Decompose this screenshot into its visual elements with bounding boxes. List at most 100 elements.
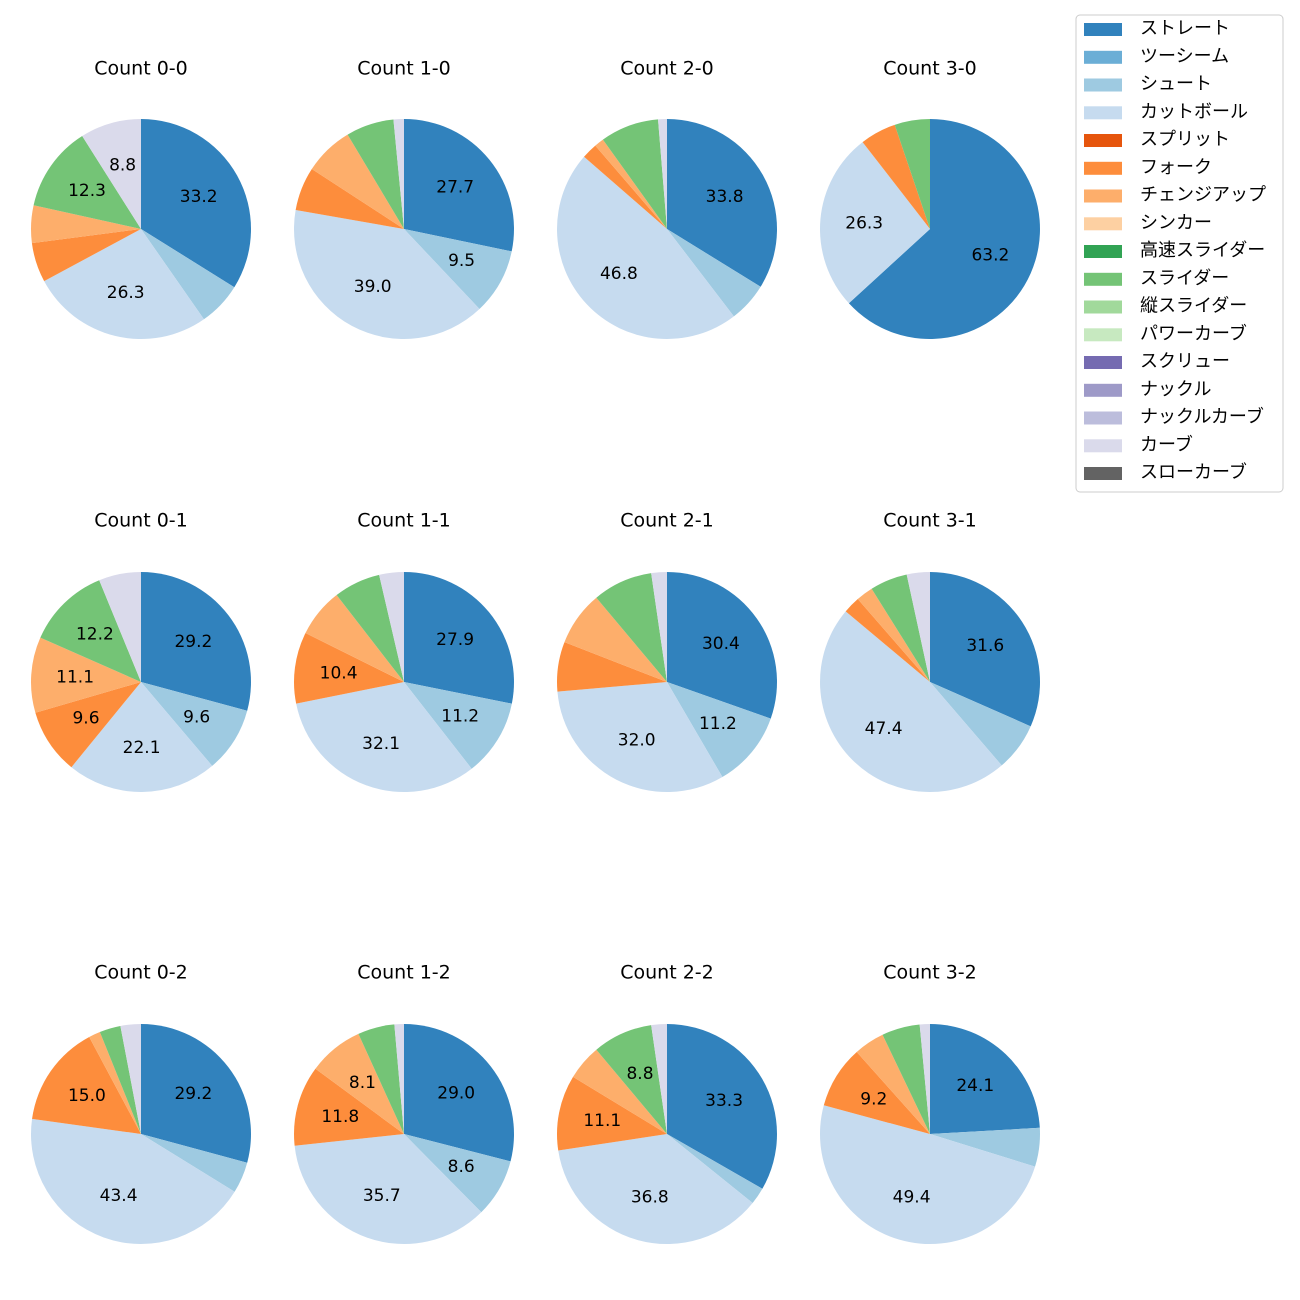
pie-slice (293, 210, 480, 340)
pie-title: Count 0-0 (94, 58, 188, 80)
pie-slice (894, 119, 930, 229)
slice-label: 63.2 (971, 246, 1009, 266)
pie-slice (30, 637, 141, 713)
slice-label: 27.9 (436, 630, 474, 650)
legend-swatch (1084, 411, 1122, 425)
legend-label: ナックル (1140, 379, 1211, 400)
slice-label: 32.1 (362, 734, 400, 754)
slice-label: 29.2 (174, 1084, 212, 1104)
legend-swatch (1084, 300, 1122, 314)
slice-label: 47.4 (865, 719, 903, 739)
pie-slice (856, 1034, 930, 1134)
legend-label: スプリット (1140, 129, 1230, 150)
slice-label: 30.4 (702, 634, 740, 654)
pie-slice (141, 118, 252, 288)
pie-slice (857, 588, 930, 682)
slice-label: 32.0 (618, 731, 656, 751)
legend-swatch (1084, 467, 1122, 480)
pie-slice (393, 119, 404, 229)
legend-label: カーブ (1140, 433, 1193, 455)
pie-slice (930, 682, 1031, 766)
legend-swatch (1084, 23, 1122, 36)
pie-slice (315, 1033, 404, 1134)
pie-chart-5: Count 0-1 29.2 9.6 22.1 9.6 11.1 12.2 (30, 510, 251, 793)
pie-slice (141, 1134, 248, 1192)
slice-label: 12.2 (76, 625, 114, 645)
slice-label: 12.3 (68, 181, 106, 201)
pie-title: Count 0-1 (94, 510, 188, 532)
pie-slice (404, 682, 512, 769)
pie-slice (33, 136, 141, 229)
slice-label: 29.0 (437, 1084, 475, 1104)
slice-label: 8.1 (349, 1073, 376, 1093)
legend-label: チェンジアップ (1140, 185, 1266, 206)
legend-frame (1075, 14, 1284, 493)
pie-slice (845, 599, 930, 682)
legend-swatch (1084, 217, 1122, 231)
pie-slice (906, 572, 930, 682)
slice-label: 9.2 (860, 1089, 887, 1109)
pie-title: Count 2-1 (620, 510, 714, 532)
pie-slice (667, 1024, 778, 1189)
slice-label: 8.8 (109, 156, 136, 176)
slice-label: 9.5 (448, 251, 475, 271)
pie-slice (294, 1068, 404, 1146)
pie-slice (919, 1024, 930, 1134)
slice-label: 29.2 (174, 632, 212, 652)
pie-slice (31, 1118, 235, 1245)
pie-slice (848, 119, 1040, 339)
legend-label: 縦スライダー (1140, 296, 1247, 317)
pie-chart-7: Count 2-1 30.4 11.2 32.0 (557, 510, 778, 792)
legend-label: シンカー (1140, 212, 1212, 233)
legend-label: ツーシーム (1140, 46, 1229, 67)
pie-slice (141, 682, 248, 766)
legend-label: スライダー (1140, 268, 1229, 289)
pie-slice (558, 1134, 753, 1244)
slice-label: 11.2 (699, 714, 737, 734)
slice-label: 11.2 (441, 707, 479, 727)
pie-slice (99, 1025, 141, 1134)
pie-title: Count 0-2 (94, 962, 188, 984)
pie-slice (32, 1036, 141, 1134)
pie-chart-4: Count 3-0 63.2 26.3 (819, 58, 1040, 339)
pie-slice (667, 119, 778, 287)
pie-title: Count 3-0 (883, 58, 977, 80)
slice-label: 31.6 (966, 636, 1004, 656)
slice-label: 8.8 (626, 1064, 653, 1084)
legend-label: 高速スライダー (1140, 240, 1265, 261)
pie-slice (667, 572, 778, 719)
slice-label: 33.8 (706, 187, 744, 207)
slice-label: 9.6 (72, 708, 99, 728)
pie-slice (557, 1076, 667, 1151)
pie-slice (667, 682, 771, 778)
pie-slice (358, 1024, 404, 1134)
legend-swatch (1084, 189, 1122, 203)
legend-swatch (1084, 134, 1122, 147)
slice-label: 35.7 (363, 1186, 401, 1206)
pie-slice (296, 682, 472, 793)
pie-chart-3: Count 2-0 33.8 46.8 (557, 58, 778, 339)
pie-slice (311, 134, 404, 229)
legend-swatch (1084, 245, 1122, 258)
pie-slice (404, 229, 512, 309)
slice-label: 27.7 (436, 177, 474, 197)
pie-slice (557, 682, 723, 792)
pie-chart-6: Count 1-1 27.9 11.2 32.1 10.4 (293, 510, 515, 793)
pie-slice (819, 1105, 1036, 1245)
pie-slice (99, 572, 141, 682)
legend-swatch (1084, 272, 1122, 286)
pie-slice (667, 1134, 763, 1204)
pie-slice (404, 119, 514, 252)
slice-label: 15.0 (68, 1086, 106, 1106)
pie-slice (295, 168, 404, 229)
pie-slice (294, 1134, 482, 1244)
legend-label: パワーカーブ (1140, 322, 1247, 344)
pie-chart-2: Count 1-0 27.7 9.5 39.0 (293, 58, 514, 340)
pie-title: Count 2-0 (620, 58, 714, 80)
pie-title: Count 1-1 (357, 510, 451, 532)
legend-swatch (1084, 383, 1122, 397)
pie-slice (820, 611, 1002, 792)
pie-title: Count 2-2 (620, 962, 714, 984)
pie-slice (667, 229, 761, 317)
slice-label: 24.1 (956, 1076, 994, 1096)
